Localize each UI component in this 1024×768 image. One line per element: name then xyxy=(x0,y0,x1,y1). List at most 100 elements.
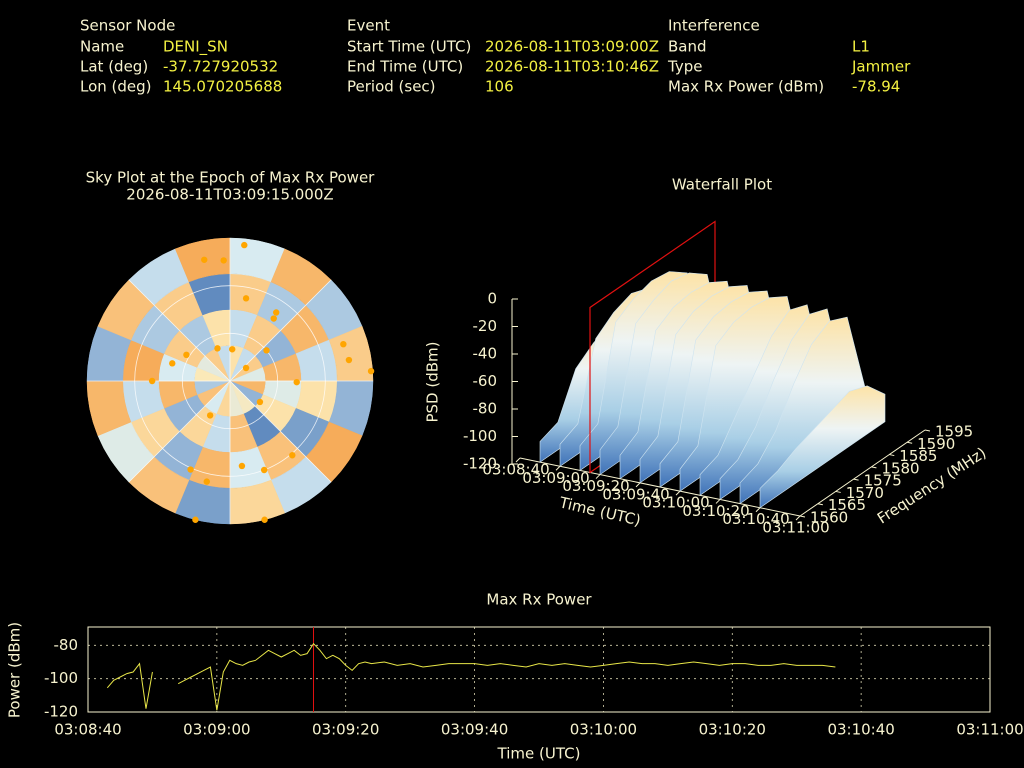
section-title: Sensor Node xyxy=(80,17,175,35)
y-tick xyxy=(817,503,823,506)
satellite xyxy=(201,256,208,263)
field-value: 2026-08-11T03:09:00Z xyxy=(485,38,659,56)
power-line xyxy=(106,642,836,711)
chart-title: Sky Plot at the Epoch of Max Rx Power xyxy=(86,169,376,187)
x-tick-label: 03:10:40 xyxy=(827,721,894,739)
satellite xyxy=(229,346,236,353)
section-title: Event xyxy=(347,17,390,35)
satellite xyxy=(270,315,277,322)
satellite xyxy=(206,412,214,419)
plot-border xyxy=(87,626,991,713)
z-tick-label: -80 xyxy=(473,400,498,418)
field-label: Lon (deg) xyxy=(80,78,152,96)
satellite xyxy=(260,466,268,474)
satellite xyxy=(214,345,221,352)
x-tick-label: 03:08:40 xyxy=(482,461,549,479)
spectrum-slice xyxy=(759,385,886,509)
x-tick xyxy=(515,457,521,463)
satellite xyxy=(192,516,199,523)
satellite xyxy=(263,347,270,354)
section-title: Interference xyxy=(668,17,760,35)
field-value: 145.070205688 xyxy=(163,78,282,96)
x-tick xyxy=(795,515,801,521)
x-tick-label: 03:08:40 xyxy=(54,721,121,739)
x-tick xyxy=(675,490,681,496)
satellite xyxy=(148,377,156,385)
x-tick-label: 03:10:20 xyxy=(699,721,766,739)
chart-title: Waterfall Plot xyxy=(672,176,772,194)
satellite xyxy=(220,257,227,264)
satellite xyxy=(238,462,246,470)
y-tick-label: -100 xyxy=(44,669,78,687)
z-tick-label: -100 xyxy=(463,427,497,445)
y-tick xyxy=(907,441,913,444)
y-tick xyxy=(853,478,859,481)
y-tick-label: 1560 xyxy=(810,509,848,527)
y-tick-label: -80 xyxy=(54,636,79,654)
y-tick xyxy=(924,429,931,432)
x-tick-label: 03:09:20 xyxy=(312,721,379,739)
satellite xyxy=(345,356,353,364)
y-tick-label: 1585 xyxy=(899,447,937,465)
x-tick-label: 03:09:00 xyxy=(522,469,589,487)
x-tick xyxy=(555,465,561,471)
y-axis-label: Power (dBm) xyxy=(6,622,24,718)
satellite xyxy=(242,295,250,302)
x-tick-label: 03:11:00 xyxy=(956,721,1023,739)
x-axis-label: Time (UTC) xyxy=(497,745,581,763)
x-tick xyxy=(715,499,721,504)
field-value: -78.94 xyxy=(852,78,900,96)
x-tick-label: 03:10:00 xyxy=(570,721,637,739)
azimuth-line xyxy=(229,380,332,483)
field-label: Max Rx Power (dBm) xyxy=(668,78,824,96)
z-tick-label: -60 xyxy=(473,372,498,390)
field-label: Lat (deg) xyxy=(80,58,148,76)
z-tick-label: -20 xyxy=(473,317,498,335)
satellite xyxy=(293,378,300,386)
field-value: -37.727920532 xyxy=(163,58,278,76)
x-tick-label: 03:10:40 xyxy=(722,510,789,528)
satellite xyxy=(183,351,190,359)
y-tick-label: 1570 xyxy=(846,484,884,502)
field-value: DENI_SN xyxy=(163,38,228,57)
satellite xyxy=(241,241,248,249)
y-tick xyxy=(871,466,877,469)
field-value: 106 xyxy=(485,78,514,96)
field-label: Period (sec) xyxy=(347,78,436,96)
field-label: Type xyxy=(667,58,702,76)
x-tick-label: 03:10:00 xyxy=(642,494,709,512)
x-tick xyxy=(635,482,641,488)
field-value: 2026-08-11T03:10:46Z xyxy=(485,58,659,76)
x-tick-label: 03:09:40 xyxy=(441,721,508,739)
x-tick-label: 03:10:20 xyxy=(682,502,749,520)
field-value: L1 xyxy=(852,38,870,56)
y-tick xyxy=(889,454,895,457)
x-tick-label: 03:09:40 xyxy=(602,485,669,503)
satellite xyxy=(340,340,347,348)
y-tick-label: -120 xyxy=(44,703,78,721)
y-tick-label: 1575 xyxy=(864,472,902,490)
z-tick-label: -40 xyxy=(473,345,498,363)
azimuth-line xyxy=(229,279,332,382)
x-tick xyxy=(755,507,761,513)
y-tick-label: 1565 xyxy=(828,496,866,514)
y-tick-label: 1590 xyxy=(917,435,955,453)
satellite xyxy=(256,398,264,406)
satellite xyxy=(169,360,176,367)
y-tick-label: 1595 xyxy=(935,423,973,441)
x-tick-label: 03:09:00 xyxy=(183,721,250,739)
z-tick-label: -120 xyxy=(463,455,497,473)
y-tick xyxy=(799,515,806,518)
field-label: Band xyxy=(668,38,707,56)
y-tick xyxy=(835,490,841,493)
x-tick xyxy=(595,474,601,479)
z-axis-label: PSD (dBm) xyxy=(424,341,442,422)
satellite xyxy=(203,478,210,485)
chart-title: Max Rx Power xyxy=(486,591,592,609)
azimuth-line xyxy=(128,279,231,382)
satellite xyxy=(367,367,375,375)
field-label: End Time (UTC) xyxy=(347,58,463,76)
z-tick-label: 0 xyxy=(487,290,497,308)
x-tick-label: 03:09:20 xyxy=(562,477,629,495)
